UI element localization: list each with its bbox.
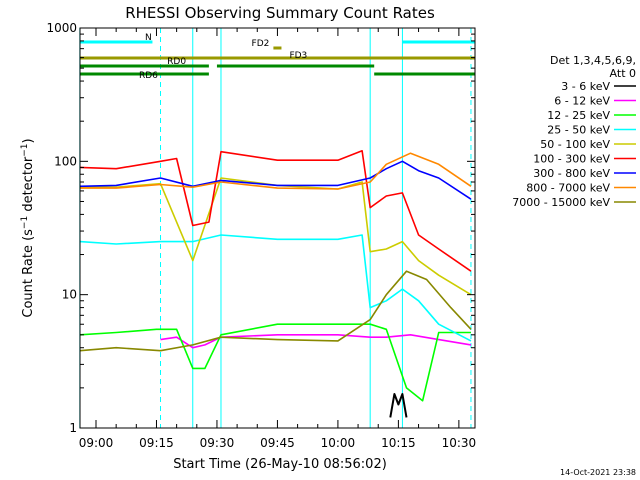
state-bar-label-rd0: RD0 [167,57,186,67]
y-tick-label: 100 [54,154,77,168]
series-line-300-800-kev [79,160,472,200]
x-tick-label: 10:00 [321,436,356,450]
x-tick-label: 09:45 [260,436,295,450]
y-axis-label-part: −1 [20,216,30,229]
state-bar-label-fd2: FD2 [252,39,270,49]
state-bar-label-fd3: FD3 [289,51,307,61]
series-line-100-300-kev [79,150,472,272]
y-axis-label: Count Rate (s−1 detector−1) [20,138,36,317]
legend: Det 1,3,4,5,6,9,Att 03 - 6 keV 6 - 12 keV… [512,54,636,209]
state-bar-label-rd6: RD6 [139,71,158,81]
series-line-800-7000-kev [79,152,472,190]
chart-title: RHESSI Observing Summary Count Rates [125,4,435,22]
y-axis-label-part: Count Rate (s [21,229,36,318]
plot-area: N FD2 FD3 RD0 RD6 [79,28,475,428]
series-line-50-100-kev [79,177,472,296]
x-tick-label: 10:30 [442,436,477,450]
x-tick-label: 10:15 [381,436,416,450]
legend-entry-300-800-kev: 300 - 800 keV [533,167,610,180]
legend-entry-800-7000-kev: 800 - 7000 keV [526,182,610,195]
y-tick-label: 1 [69,421,77,435]
y-axis-label-part: ) [21,138,36,143]
legend-entry-50-100-kev: 50 - 100 keV [540,138,610,151]
legend-entry-6-12-kev: 6 - 12 keV [554,95,610,108]
legend-entry-100-300-kev: 100 - 300 keV [533,153,610,166]
legend-entry-3-6-kev: 3 - 6 keV [561,80,610,93]
y-axis-label-part: −1 [20,143,30,156]
legend-entry-12-25-kev: 12 - 25 keV [547,109,610,122]
x-tick-label: 09:15 [139,436,174,450]
timestamp-footer: 14-Oct-2021 23:38 [560,468,636,477]
axes: 1 10 100 1000 09:00 09:15 09:30 09:45 10:00 10:15… [46,21,476,450]
legend-entry-7000-15000-kev: 7000 - 15000 keV [512,196,610,209]
y-tick-label: 1000 [46,21,77,35]
x-axis-label: Start Time (26-May-10 08:56:02) [173,457,387,472]
series-line-7000-15000-kev [79,270,472,352]
x-tick-label: 09:00 [79,436,114,450]
legend-header: Att 0 [610,67,636,80]
y-axis-label-part: detector [21,156,36,216]
series-line-3-6-kev [389,393,408,418]
legend-header: Det 1,3,4,5,6,9, [550,54,636,67]
y-tick-label: 10 [62,288,77,302]
state-bar-label-n: N [145,33,152,43]
series-line-12-25-kev [79,323,471,402]
x-tick-label: 09:30 [200,436,235,450]
series-line-25-50-kev [79,234,472,342]
legend-entry-25-50-kev: 25 - 50 keV [547,124,610,137]
